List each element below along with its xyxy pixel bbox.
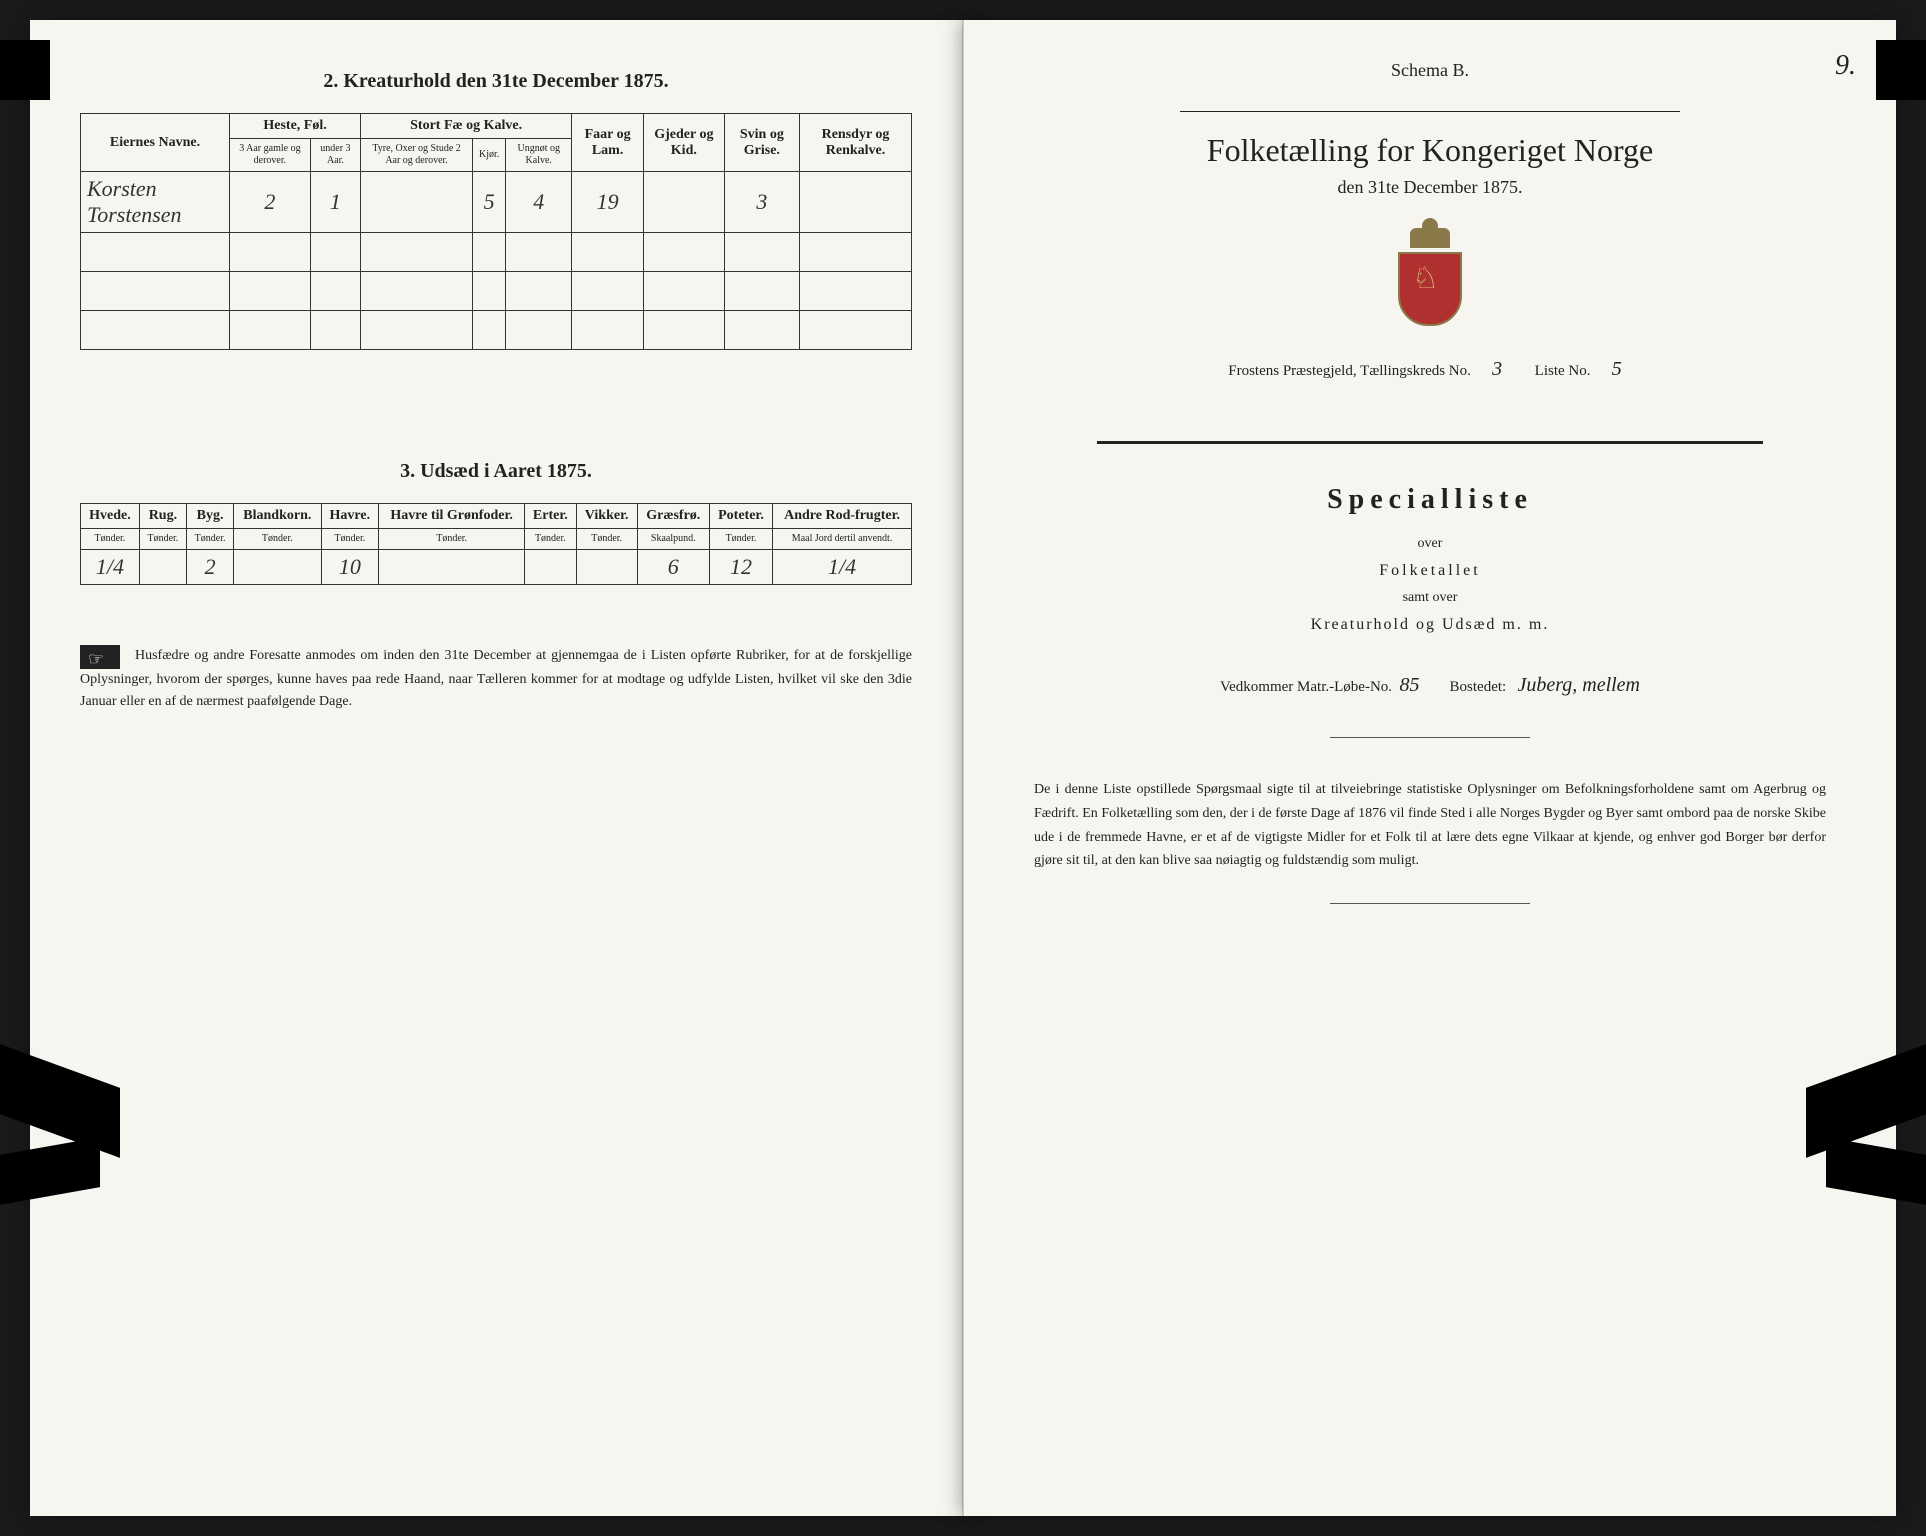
section3-title: 3. Udsæd i Aaret 1875. bbox=[80, 460, 912, 483]
col-stort: Stort Fæ og Kalve. bbox=[361, 114, 572, 139]
cell: 2 bbox=[186, 550, 233, 585]
col-poteter: Poteter. bbox=[709, 504, 772, 529]
table-kreaturhold: Eiernes Navne. Heste, Føl. Stort Fæ og K… bbox=[80, 113, 912, 350]
unit: Tønder. bbox=[525, 529, 577, 550]
col-rug: Rug. bbox=[139, 504, 186, 529]
col-havre-gron: Havre til Grønfoder. bbox=[379, 504, 525, 529]
kreatur-label: Kreaturhold og Udsæd m. m. bbox=[1014, 616, 1846, 634]
meta-line: Frostens Præstegjeld, Tællingskreds No. … bbox=[1014, 358, 1846, 381]
unit: Tønder. bbox=[709, 529, 772, 550]
unit: Skaalpund. bbox=[637, 529, 709, 550]
col-faar: Faar og Lam. bbox=[572, 114, 644, 172]
bostedet-label: Bostedet: bbox=[1450, 679, 1507, 695]
cell: 3 bbox=[724, 172, 799, 233]
samt-label: samt over bbox=[1014, 590, 1846, 606]
left-page: 2. Kreaturhold den 31te December 1875. E… bbox=[30, 20, 963, 1516]
cell: 1 bbox=[310, 172, 360, 233]
col-rensdyr: Rensdyr og Renkalve. bbox=[800, 114, 912, 172]
unit: Maal Jord dertil anvendt. bbox=[773, 529, 912, 550]
sub-stort-c: Ungnøt og Kalve. bbox=[506, 139, 572, 172]
pointing-hand-icon bbox=[80, 645, 120, 669]
cell bbox=[379, 550, 525, 585]
col-rodfrugter: Andre Rod-frugter. bbox=[773, 504, 912, 529]
matr-line: Vedkommer Matr.-Løbe-No. 85 Bostedet: Ju… bbox=[1014, 674, 1846, 697]
right-footnote: De i denne Liste opstillede Spørgsmaal s… bbox=[1014, 778, 1846, 873]
cell: 19 bbox=[572, 172, 644, 233]
page-clip bbox=[0, 40, 50, 100]
kreds-no: 3 bbox=[1482, 358, 1512, 381]
col-byg: Byg. bbox=[186, 504, 233, 529]
unit: Tønder. bbox=[139, 529, 186, 550]
cell: 4 bbox=[506, 172, 572, 233]
col-owner: Eiernes Navne. bbox=[81, 114, 230, 172]
unit: Tønder. bbox=[379, 529, 525, 550]
footnote-text: Husfædre og andre Foresatte anmodes om i… bbox=[80, 648, 912, 709]
schema-label: Schema B. bbox=[1014, 60, 1846, 81]
col-blandkorn: Blandkorn. bbox=[234, 504, 321, 529]
col-graesfro: Græsfrø. bbox=[637, 504, 709, 529]
cell bbox=[139, 550, 186, 585]
unit: Tønder. bbox=[186, 529, 233, 550]
sub-heste-b: under 3 Aar. bbox=[310, 139, 360, 172]
sub-stort-a: Tyre, Oxer og Stude 2 Aar og derover. bbox=[361, 139, 473, 172]
folketallet-label: Folketallet bbox=[1014, 562, 1846, 580]
cell bbox=[800, 172, 912, 233]
cell bbox=[525, 550, 577, 585]
sub-stort-b: Kjør. bbox=[473, 139, 506, 172]
table-udsaed: Hvede. Rug. Byg. Blandkorn. Havre. Havre… bbox=[80, 503, 912, 585]
over-label: over bbox=[1014, 536, 1846, 552]
unit: Tønder. bbox=[321, 529, 379, 550]
cell: 10 bbox=[321, 550, 379, 585]
cell bbox=[234, 550, 321, 585]
sub-date: den 31te December 1875. bbox=[1014, 177, 1846, 198]
bostedet: Juberg, mellem bbox=[1517, 674, 1640, 696]
cell: 1/4 bbox=[773, 550, 912, 585]
right-page: 9. Schema B. Folketælling for Kongeriget… bbox=[963, 20, 1896, 1516]
page-number: 9. bbox=[1835, 50, 1856, 82]
specialliste-title: Specialliste bbox=[1014, 484, 1846, 516]
page-clip bbox=[1876, 40, 1926, 100]
col-svin: Svin og Grise. bbox=[724, 114, 799, 172]
divider bbox=[1330, 737, 1530, 738]
cell: 5 bbox=[473, 172, 506, 233]
cell: 1/4 bbox=[81, 550, 140, 585]
cell: 2 bbox=[230, 172, 311, 233]
col-gjeder: Gjeder og Kid. bbox=[643, 114, 724, 172]
owner-name: Korsten Torstensen bbox=[81, 172, 230, 233]
cell bbox=[643, 172, 724, 233]
matr-no: 85 bbox=[1400, 674, 1420, 696]
cell bbox=[576, 550, 637, 585]
liste-label: Liste No. bbox=[1535, 363, 1591, 379]
matr-label: Vedkommer Matr.-Løbe-No. bbox=[1220, 679, 1392, 695]
left-footnote: Husfædre og andre Foresatte anmodes om i… bbox=[80, 645, 912, 714]
sub-heste-a: 3 Aar gamle og derover. bbox=[230, 139, 311, 172]
unit: Tønder. bbox=[81, 529, 140, 550]
col-vikker: Vikker. bbox=[576, 504, 637, 529]
cell: 6 bbox=[637, 550, 709, 585]
liste-no: 5 bbox=[1602, 358, 1632, 381]
unit: Tønder. bbox=[576, 529, 637, 550]
unit: Tønder. bbox=[234, 529, 321, 550]
main-title: Folketælling for Kongeriget Norge bbox=[1014, 132, 1846, 169]
cell: 12 bbox=[709, 550, 772, 585]
meta-prefix: Frostens Præstegjeld, Tællingskreds No. bbox=[1228, 363, 1471, 379]
coat-of-arms-icon: ♘ bbox=[1395, 228, 1465, 328]
col-hvede: Hvede. bbox=[81, 504, 140, 529]
col-heste: Heste, Føl. bbox=[230, 114, 361, 139]
section2-title: 2. Kreaturhold den 31te December 1875. bbox=[80, 70, 912, 93]
col-havre: Havre. bbox=[321, 504, 379, 529]
divider bbox=[1330, 903, 1530, 904]
col-erter: Erter. bbox=[525, 504, 577, 529]
cell bbox=[361, 172, 473, 233]
